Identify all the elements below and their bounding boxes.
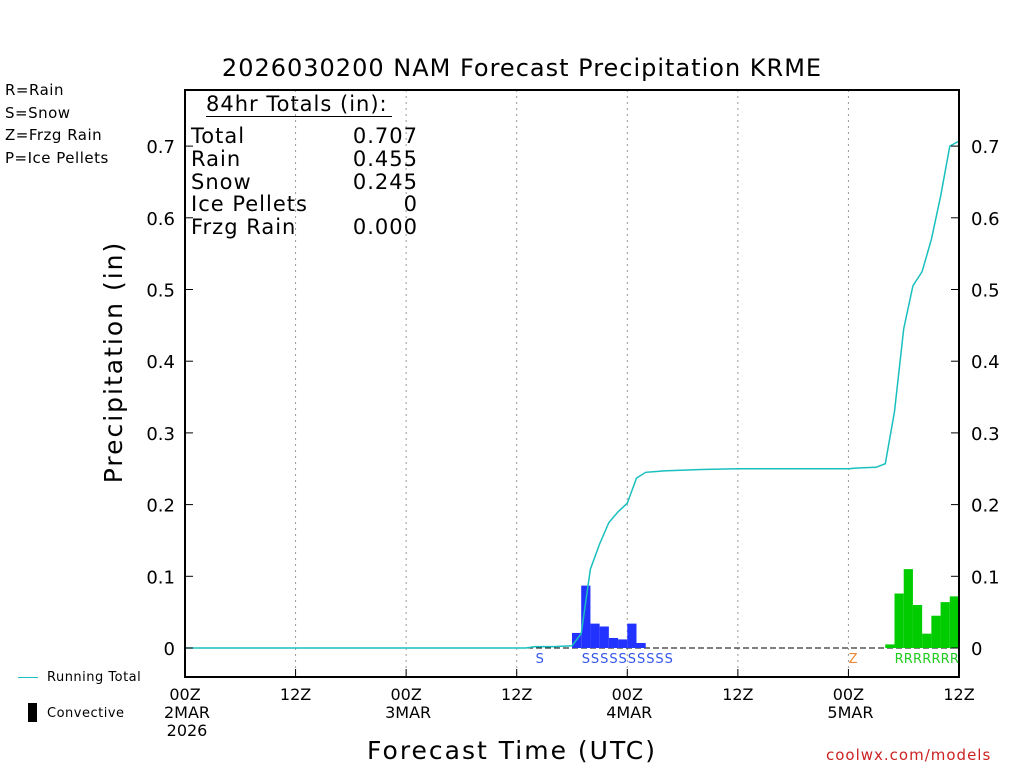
ptype-marker-s: S (619, 652, 627, 667)
snow-bar (618, 639, 628, 648)
ptype-marker-s: S (655, 652, 663, 667)
ptype-marker-s: S (536, 652, 544, 667)
x-tick-label: 00Z (169, 685, 200, 704)
running-total-legend-label: Running Total (47, 670, 142, 685)
x-tick-label: 00Z (833, 685, 864, 704)
y-tick-label-right: 0.1 (971, 567, 1000, 588)
convective-legend-label: Convective (47, 706, 125, 721)
ptype-marker-r: R (904, 652, 913, 667)
rain-bar (885, 644, 895, 648)
snow-bar (608, 637, 619, 648)
y-tick-label-right: 0.5 (971, 281, 1000, 302)
totals-frzg-label: Frzg Rain (191, 215, 297, 239)
ptype-marker-s: S (591, 652, 599, 667)
totals-summary: 84hr Totals (in): Total 0.707 Rain 0.455… (186, 90, 436, 240)
x-tick-label: 12Z (501, 685, 532, 704)
y-tick-label-left: 0.4 (146, 352, 175, 373)
snow-bar (590, 623, 600, 648)
totals-ice-label: Ice Pellets (191, 192, 308, 216)
x-tick-label: 2026 (167, 721, 208, 740)
rain-bar (949, 596, 959, 648)
x-tick-label: 00Z (612, 685, 643, 704)
y-tick-label-right: 0.6 (971, 209, 1000, 230)
convective-legend-swatch (28, 703, 37, 722)
totals-ice-value: 0 (403, 192, 418, 216)
rain-bar (903, 569, 913, 648)
ptype-legend-ice-pellets: P=Ice Pellets (5, 149, 109, 167)
y-tick-label-left: 0.1 (146, 567, 175, 588)
x-tick-label: 4MAR (606, 703, 652, 722)
totals-snow-value: 0.245 (352, 170, 418, 194)
y-tick-label-right: 0.4 (971, 352, 1000, 373)
y-tick-label-left: 0.7 (146, 137, 175, 158)
rain-bar (894, 593, 904, 648)
totals-total-value: 0.707 (352, 124, 418, 148)
ptype-legend-snow: S=Snow (5, 104, 71, 122)
x-tick-label: 12Z (722, 685, 753, 704)
chart-title: 2026030200 NAM Forecast Precipitation KR… (222, 54, 822, 82)
y-axis-title: Precipitation (in) (99, 241, 128, 484)
y-tick-label-left: 0 (164, 639, 175, 660)
credit-text: coolwx.com/models (826, 746, 992, 764)
ptype-marker-s: S (665, 652, 673, 667)
ptype-marker-s: S (582, 652, 590, 667)
y-tick-label-left: 0.5 (146, 281, 175, 302)
x-tick-label: 2MAR (164, 703, 210, 722)
ptype-marker-z: Z (849, 652, 858, 667)
x-tick-label: 3MAR (385, 703, 431, 722)
ptype-marker-r: R (922, 652, 931, 667)
rain-bar (912, 604, 923, 648)
ptype-marker-r: R (931, 652, 940, 667)
totals-heading: 84hr Totals (in): (206, 92, 392, 117)
y-tick-label-left: 0.2 (146, 496, 175, 517)
totals-total-label: Total (191, 124, 246, 148)
y-tick-label-right: 0.2 (971, 496, 1000, 517)
x-tick-label: 12Z (280, 685, 311, 704)
rain-bar (931, 615, 941, 648)
x-tick-label: 5MAR (827, 703, 873, 722)
ptype-marker-r: R (941, 652, 950, 667)
ptype-marker-r: R (950, 652, 959, 667)
running-total-legend-swatch (18, 677, 38, 678)
y-tick-label-right: 0.7 (971, 137, 1000, 158)
ptype-legend-rain: R=Rain (5, 81, 64, 99)
ptype-marker-s: S (646, 652, 654, 667)
ptype-marker-r: R (895, 652, 904, 667)
totals-rain-value: 0.455 (352, 147, 418, 171)
x-axis-title: Forecast Time (UTC) (367, 736, 657, 765)
snow-bar (599, 626, 609, 648)
ptype-marker-s: S (600, 652, 608, 667)
ptype-marker-s: S (628, 652, 636, 667)
rain-bar (940, 602, 950, 648)
ptype-marker-s: S (609, 652, 617, 667)
snow-bar (581, 585, 591, 648)
x-tick-label: 00Z (390, 685, 421, 704)
totals-snow-label: Snow (191, 170, 252, 194)
snow-bar (627, 623, 637, 648)
y-tick-label-right: 0.3 (971, 424, 1000, 445)
snow-bar (636, 642, 646, 648)
y-tick-label-right: 0 (971, 639, 982, 660)
ptype-marker-r: R (913, 652, 922, 667)
running-total-line (185, 140, 960, 649)
rain-bar (922, 633, 932, 648)
ptype-legend-frzg-rain: Z=Frzg Rain (5, 126, 103, 144)
plot-frame (184, 89, 960, 678)
y-tick-label-left: 0.6 (146, 209, 175, 230)
y-tick-label-left: 0.3 (146, 424, 175, 445)
totals-frzg-value: 0.000 (352, 215, 418, 239)
x-tick-label: 12Z (943, 685, 974, 704)
totals-rain-label: Rain (191, 147, 242, 171)
ptype-marker-s: S (637, 652, 645, 667)
